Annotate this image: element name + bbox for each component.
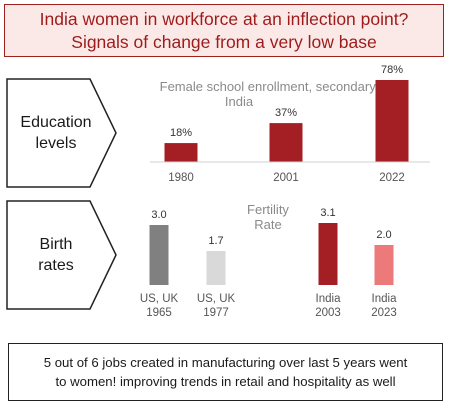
birth-chart-title-line-2: Rate — [254, 217, 281, 232]
birth-category-label: India — [316, 293, 342, 305]
title-box: India women in workforce at an inflectio… — [4, 4, 444, 57]
birth-category-label: 1965 — [146, 307, 172, 319]
education-category-label: 1980 — [168, 172, 194, 184]
title-line-2: Signals of change from a very low base — [71, 32, 377, 52]
birth-value-label: 2.0 — [376, 229, 391, 241]
birth-value-label: 3.0 — [151, 209, 166, 221]
education-label-line-2: levels — [35, 135, 77, 152]
birth-category-label: US, UK — [140, 293, 179, 305]
birth-category-label: 2003 — [315, 307, 341, 319]
birth-chart-title-line-1: Fertility — [247, 202, 289, 217]
birth-label-line-2: rates — [38, 257, 74, 274]
birth-chevron: Birth rates — [6, 200, 118, 310]
education-value-label: 37% — [275, 107, 297, 119]
birth-bar-3 — [374, 245, 394, 285]
birth-category-label: India — [372, 293, 398, 305]
birth-category-label: US, UK — [197, 293, 236, 305]
education-chevron-shape — [6, 78, 117, 188]
title-line-1: India women in workforce at an inflectio… — [39, 9, 409, 29]
birth-chart: Fertility Rate 3.0 US, UK 1965 1.7 US, UK 197… — [140, 202, 398, 319]
footer-note: 5 out of 6 jobs created in manufacturing… — [8, 343, 443, 401]
education-chevron: Education levels — [6, 78, 118, 188]
education-value-label: 78% — [381, 64, 403, 76]
birth-value-label: 3.1 — [320, 207, 335, 219]
footer-line-1: 5 out of 6 jobs created in manufacturing… — [43, 355, 408, 370]
education-chart-title-line-1: Female school enrollment, secondary, — [160, 79, 379, 94]
education-category-label: 2022 — [379, 172, 405, 184]
birth-bar-2 — [318, 223, 338, 285]
birth-bar-1 — [206, 251, 226, 285]
education-value-label: 18% — [170, 127, 192, 139]
birth-label-line-1: Birth — [39, 236, 73, 253]
education-bar-2001 — [269, 123, 303, 162]
birth-category-label: 2023 — [371, 307, 397, 319]
education-chart: Female school enrollment, secondary, Ind… — [150, 64, 430, 184]
birth-category-label: 1977 — [203, 307, 229, 319]
birth-chevron-shape — [6, 200, 117, 310]
education-label-line-1: Education — [20, 114, 92, 131]
education-label: Education levels — [6, 78, 106, 188]
birth-bar-0 — [149, 225, 169, 285]
birth-value-label: 1.7 — [208, 235, 223, 247]
education-category-label: 2001 — [273, 172, 299, 184]
footer-line-2: to women! improving trends in retail and… — [55, 374, 396, 389]
education-bar-2022 — [375, 80, 409, 162]
education-chart-title-line-2: India — [225, 94, 254, 109]
education-bar-1980 — [164, 143, 198, 162]
birth-label: Birth rates — [6, 200, 106, 310]
